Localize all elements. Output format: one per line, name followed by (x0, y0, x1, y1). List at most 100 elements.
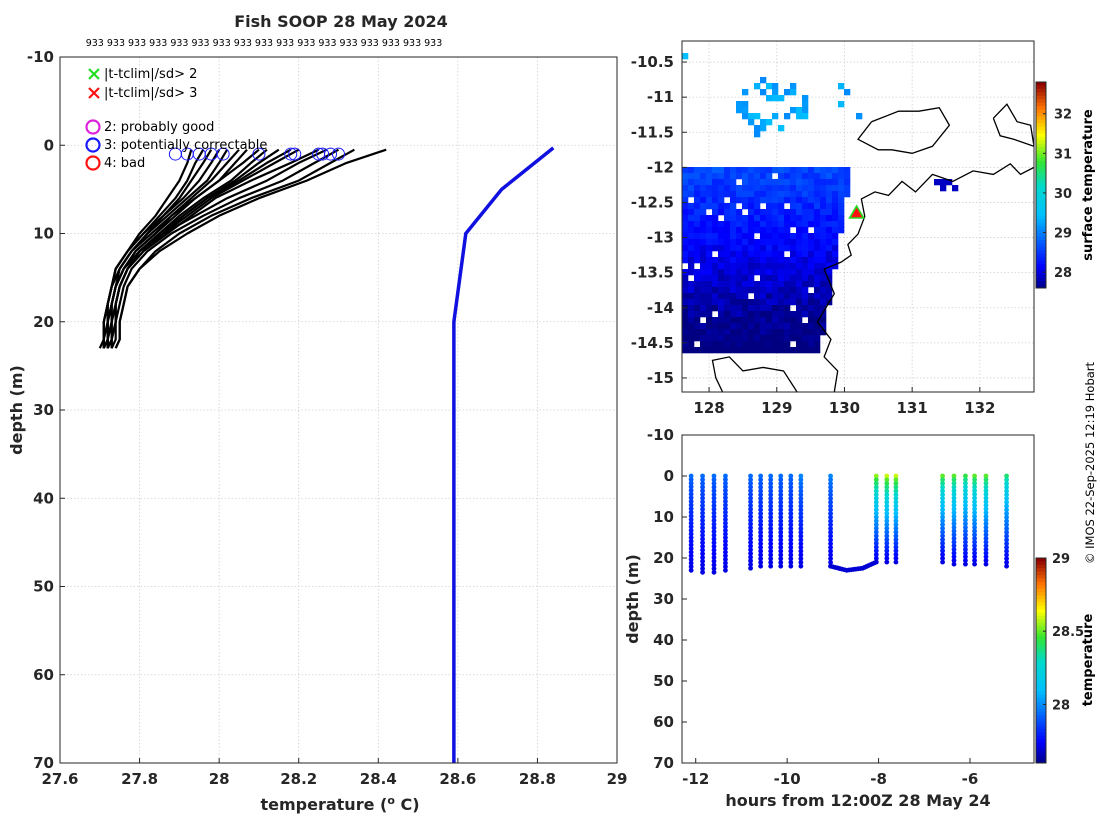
sst-cell (730, 167, 737, 174)
sst-cell (688, 239, 695, 246)
sst-cell (838, 203, 845, 210)
section-cast-dot (700, 555, 705, 560)
sst-cell (814, 329, 821, 336)
section-cast-dot (700, 514, 705, 520)
sst-cell (820, 203, 827, 210)
profile-x-tick-label: 28 (209, 770, 230, 788)
sst-cell (706, 245, 713, 252)
sst-cell (742, 245, 749, 252)
sst-cell (718, 311, 725, 318)
sst-cell (742, 317, 749, 324)
section-cast-dot (1004, 563, 1009, 569)
sst-cell (772, 341, 779, 348)
sst-cell (736, 227, 743, 234)
section-colorbar-swatch (1036, 749, 1046, 754)
sst-cell (814, 209, 821, 216)
section-cast-dot (972, 550, 977, 556)
section-cast-dot (798, 545, 804, 550)
section-colorbar-swatch (1036, 660, 1046, 665)
sst-cell (760, 215, 767, 222)
sst-cell (766, 257, 773, 264)
sst-cell (826, 173, 833, 180)
sst-cell (808, 239, 815, 246)
sst-cell (730, 197, 737, 204)
sst-cell (772, 89, 779, 96)
sst-cell (760, 251, 767, 258)
sst-cell (736, 347, 743, 354)
section-cast-dot (758, 488, 764, 494)
sst-cell (694, 287, 701, 294)
section-cast-dot (758, 533, 764, 539)
sst-cell (748, 119, 755, 126)
section-cast-dot (778, 473, 784, 479)
sst-cell (712, 257, 719, 264)
sst-cell (700, 329, 707, 336)
sst-cell (802, 173, 809, 180)
sst-cell (694, 257, 701, 264)
section-cast-dot (828, 552, 833, 558)
sst-cell (784, 293, 791, 300)
coastline-tiwi-islands (857, 106, 951, 154)
section-cast-dot (688, 477, 694, 483)
section-colorbar-swatch (1036, 564, 1046, 569)
sst-cell (718, 299, 725, 306)
section-cast-dot (788, 511, 794, 516)
section-cast-dot (778, 526, 784, 532)
section-colorbar-swatch (1036, 558, 1046, 562)
sst-cell (700, 257, 707, 264)
section-cast-dot (963, 550, 968, 556)
section-cast-dot (688, 506, 694, 512)
section-cast-dot (758, 556, 764, 562)
sst-cell (766, 239, 773, 246)
sst-cell (754, 317, 761, 324)
section-cast-dot (798, 507, 804, 513)
sst-cell (820, 323, 827, 330)
sst-cell (760, 197, 767, 204)
sst-cell (766, 203, 773, 210)
section-cast-dot (788, 560, 794, 565)
map-y-tick-label: -14 (647, 299, 674, 317)
section-cast-dot (884, 522, 890, 528)
section-cast-dot (972, 539, 977, 545)
map-y-tick-label: -13 (647, 229, 674, 247)
sst-cell (730, 233, 737, 240)
sst-cell (838, 167, 845, 174)
section-cast-dot (963, 488, 968, 494)
figure-title: Fish SOOP 28 May 2024 (234, 12, 448, 31)
profile-x-label: temperature (o C) (260, 794, 419, 814)
section-cast-dot (711, 558, 717, 564)
map-x-tick-label: 130 (829, 399, 860, 417)
section-cast-dot (778, 563, 784, 569)
sst-cell (694, 185, 701, 192)
sst-cell (736, 317, 743, 324)
sst-cell (748, 203, 755, 210)
section-cast-dot (884, 559, 890, 565)
section-cast-dot (768, 560, 774, 565)
sst-cell (760, 119, 767, 126)
section-cast-dot (778, 514, 784, 520)
sst-cell (724, 221, 731, 228)
sst-cell (688, 251, 695, 258)
section-cast-dot (711, 510, 717, 516)
section-cast-dot (688, 567, 694, 573)
sst-cell (778, 215, 785, 222)
sst-cell (736, 215, 743, 222)
section-cast-dot (688, 484, 694, 490)
section-cast-dot (951, 506, 957, 512)
section-cast-dot (723, 564, 728, 570)
section-cast-dot (972, 514, 977, 519)
sst-cell (718, 293, 725, 300)
sst-cell (736, 287, 743, 294)
map-colorbar-swatch (1036, 164, 1046, 169)
profile-y-label: depth (m) (7, 365, 26, 455)
sst-cell (778, 191, 785, 198)
section-colorbar-swatch (1036, 691, 1046, 696)
map-y-tick-label: -12 (647, 158, 674, 176)
sst-cell (688, 167, 695, 174)
sst-cell (730, 215, 737, 222)
sst-cell (730, 275, 737, 282)
section-cast-dot (873, 540, 879, 546)
sst-cell (832, 209, 839, 216)
section-cast-dot (963, 528, 968, 534)
